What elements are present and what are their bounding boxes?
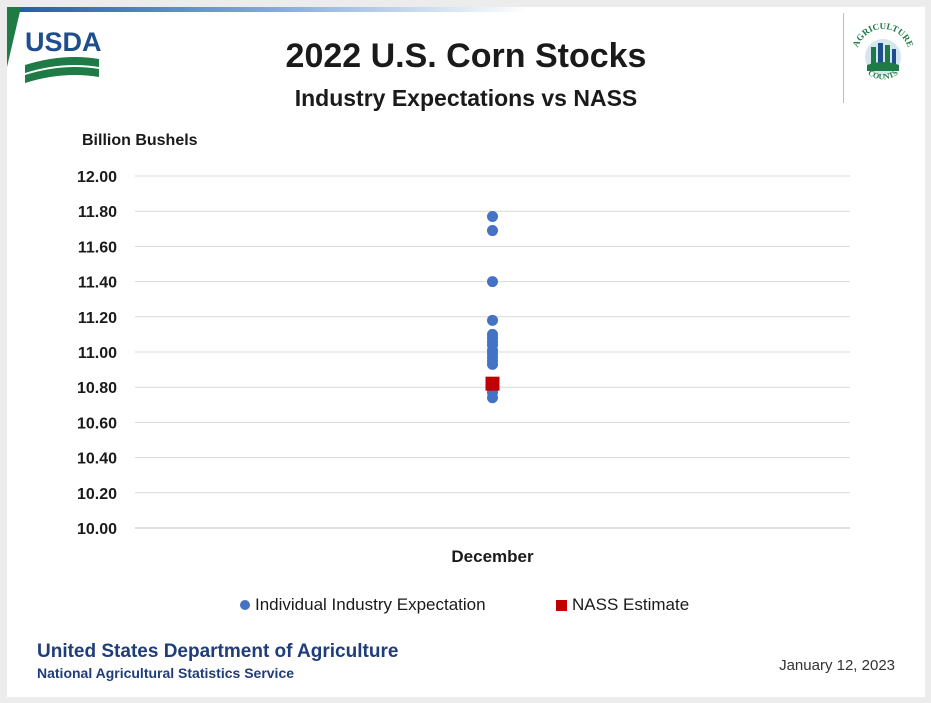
usda-logo-icon: USDA xyxy=(7,7,102,83)
y-tick-label: 12.00 xyxy=(77,169,117,186)
agriculture-counts-logo-icon: AGRICULTURE COUNTS xyxy=(850,21,915,82)
y-tick-label: 10.40 xyxy=(77,451,117,468)
legend-label-nass: NASS Estimate xyxy=(572,595,690,614)
x-category-label: December xyxy=(451,547,534,566)
legend-item-nass: NASS Estimate xyxy=(556,595,689,615)
y-tick-label: 11.40 xyxy=(78,275,117,292)
page-title: 2022 U.S. Corn Stocks xyxy=(285,37,647,75)
y-tick-label: 11.20 xyxy=(78,310,117,327)
y-tick-label: 10.80 xyxy=(77,380,117,397)
page-subtitle: Industry Expectations vs NASS xyxy=(294,85,638,111)
point-layer xyxy=(485,210,500,404)
y-tick-label: 11.80 xyxy=(78,204,117,221)
footer-org-name: United States Department of Agriculture xyxy=(37,641,399,662)
y-tick-label: 10.20 xyxy=(77,486,117,503)
circle-marker-icon xyxy=(240,600,250,610)
expectation-point xyxy=(487,392,498,404)
expectation-point xyxy=(487,225,498,237)
y-tick-label: 10.00 xyxy=(77,521,117,538)
y-axis-label: Billion Bushels xyxy=(82,132,198,149)
slide: USDA AGRICULTURE COUNTS 2022 U.S. Corn S… xyxy=(7,7,925,697)
legend: Individual Industry Expectation NASS Est… xyxy=(7,595,925,617)
y-tick-label: 11.60 xyxy=(78,239,117,256)
counts-logo-bottom-text: COUNTS xyxy=(866,68,900,82)
category-layer: December xyxy=(451,547,534,566)
footer-org-subname: National Agricultural Statistics Service xyxy=(37,665,295,681)
scatter-chart: Billion Bushels 12.00 11.80 11.60 11.40 11.2… xyxy=(77,132,850,566)
square-marker-icon xyxy=(556,599,567,611)
usda-logo-text: USDA xyxy=(25,27,102,57)
top-accent-bar xyxy=(7,7,527,12)
y-tick-label: 10.60 xyxy=(77,415,117,432)
logo-divider xyxy=(843,13,844,103)
footer-date: January 12, 2023 xyxy=(779,657,895,674)
expectation-point xyxy=(487,358,498,370)
expectation-point xyxy=(487,276,498,288)
y-tick-label: 11.00 xyxy=(78,345,117,362)
legend-label-expectation: Individual Industry Expectation xyxy=(255,595,486,614)
legend-item-expectation: Individual Industry Expectation xyxy=(240,595,486,615)
expectation-point xyxy=(487,210,498,222)
tick-layer: 12.00 11.80 11.60 11.40 11.20 11.00 10.80 10.60… xyxy=(77,169,117,538)
expectation-point xyxy=(487,314,498,326)
nass-estimate-point xyxy=(485,376,500,391)
